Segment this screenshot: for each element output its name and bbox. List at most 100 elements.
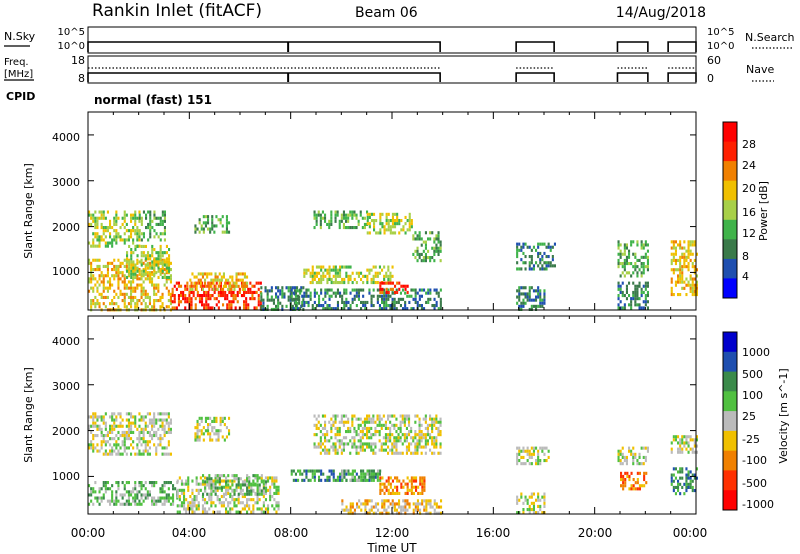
heatmap-cell — [96, 427, 99, 431]
heatmap-cell — [225, 510, 228, 514]
heatmap-cell — [299, 288, 302, 292]
heatmap-cell — [681, 274, 684, 278]
heatmap-cell — [149, 254, 152, 258]
heatmap-cell — [379, 222, 382, 226]
heatmap-cell — [136, 216, 139, 220]
heatmap-cell — [368, 511, 371, 515]
heatmap-cell — [528, 267, 531, 271]
heatmap-cell — [309, 469, 312, 473]
heatmap-cell — [381, 511, 384, 515]
heatmap-cell — [370, 505, 373, 509]
heatmap-cell — [157, 418, 160, 422]
heatmap-cell — [161, 490, 164, 494]
heatmap-cell — [300, 289, 303, 293]
heatmap-cell — [394, 290, 397, 294]
heatmap-cell — [163, 418, 166, 422]
heatmap-cell — [241, 281, 244, 285]
heatmap-cell — [115, 434, 118, 438]
heatmap-cell — [541, 258, 544, 262]
heatmap-cell — [679, 450, 682, 454]
heatmap-cell — [100, 496, 103, 500]
heatmap-cell — [634, 265, 637, 269]
heatmap-cell — [223, 492, 226, 496]
heatmap-cell — [674, 249, 677, 253]
heatmap-cell — [102, 496, 105, 500]
heatmap-cell — [693, 476, 696, 480]
heatmap-cell — [418, 231, 421, 235]
heatmap-cell — [117, 235, 120, 239]
heatmap-cell — [322, 265, 325, 269]
heatmap-cell — [395, 436, 398, 440]
heatmap-cell — [439, 423, 442, 427]
heatmap-cell — [123, 302, 126, 306]
heatmap-cell — [142, 289, 145, 293]
heatmap-cell — [387, 225, 390, 229]
heatmap-cell — [113, 302, 116, 306]
heatmap-cell — [109, 261, 112, 265]
heatmap-cell — [130, 452, 133, 456]
heatmap-cell — [376, 294, 379, 298]
heatmap-cell — [644, 459, 647, 463]
heatmap-cell — [437, 430, 440, 434]
heatmap-cell — [339, 265, 342, 269]
heatmap-cell — [134, 248, 137, 252]
heatmap-cell — [126, 251, 129, 255]
heatmap-cell — [619, 262, 622, 266]
heatmap-cell — [638, 268, 641, 272]
heatmap-cell — [125, 434, 128, 438]
heatmap-cell — [526, 295, 529, 299]
heatmap-cell — [345, 291, 348, 295]
heatmap-cell — [126, 257, 129, 261]
heatmap-cell — [210, 489, 213, 493]
heatmap-cell — [121, 452, 124, 456]
heatmap-cell — [153, 424, 156, 428]
heatmap-cell — [537, 245, 540, 249]
heatmap-cell — [209, 435, 212, 439]
heatmap-cell — [88, 210, 91, 214]
heatmap-cell — [630, 484, 633, 488]
heatmap-cell — [163, 232, 166, 236]
heatmap-cell — [168, 266, 171, 270]
heatmap-cell — [429, 259, 432, 263]
heatmap-cell — [429, 417, 432, 421]
heatmap-cell — [623, 268, 626, 272]
heatmap-cell — [393, 445, 396, 449]
heatmap-cell — [159, 418, 162, 422]
heatmap-cell — [132, 226, 135, 230]
heatmap-cell — [530, 452, 533, 456]
heatmap-cell — [148, 418, 151, 422]
heatmap-cell — [151, 424, 154, 428]
heatmap-cell — [270, 286, 273, 290]
heatmap-cell — [689, 274, 692, 278]
heatmap-cell — [94, 421, 97, 425]
heatmap-cell — [205, 284, 208, 288]
heatmap-cell — [117, 258, 120, 262]
heatmap-cell — [100, 213, 103, 217]
heatmap-cell — [364, 478, 367, 482]
heatmap-cell — [516, 301, 519, 305]
heatmap-cell — [537, 255, 540, 259]
heatmap-cell — [190, 306, 193, 310]
heatmap-cell — [379, 228, 382, 232]
velocity-y-tick-4000: 4000 — [52, 335, 80, 348]
heatmap-cell — [153, 292, 156, 296]
heatmap-cell — [177, 294, 180, 298]
heatmap-cell — [151, 263, 154, 267]
heatmap-cell — [109, 232, 112, 236]
heatmap-cell — [319, 226, 322, 230]
heatmap-cell — [366, 478, 369, 482]
heatmap-cell — [685, 438, 688, 442]
heatmap-cell — [646, 268, 649, 272]
heatmap-cell — [341, 478, 344, 482]
heatmap-cell — [148, 261, 151, 265]
heatmap-cell — [677, 450, 680, 454]
heatmap-cell — [199, 272, 202, 276]
velocity-cb-tick-m1000: -1000 — [742, 498, 774, 511]
heatmap-cell — [210, 495, 213, 499]
heatmap-cell — [437, 426, 440, 430]
heatmap-cell — [416, 246, 419, 250]
heatmap-cell — [617, 306, 620, 310]
heatmap-cell — [339, 274, 342, 278]
heatmap-cell — [195, 476, 198, 480]
heatmap-cell — [163, 219, 166, 223]
